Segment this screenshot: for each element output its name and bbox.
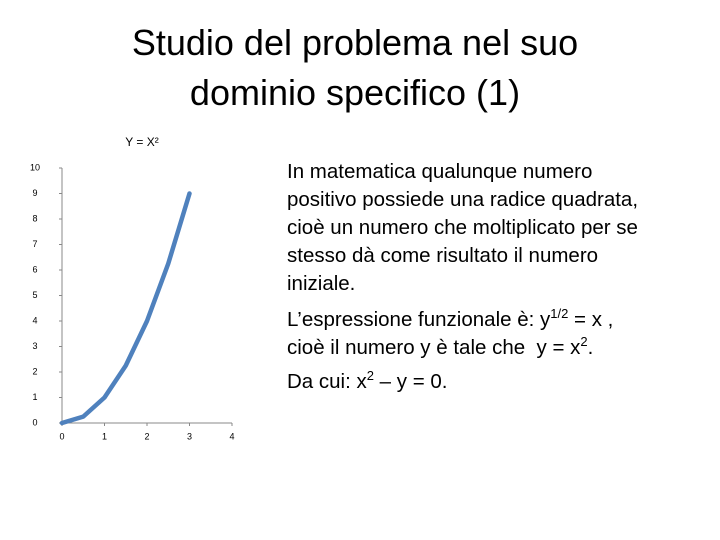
x-tick-label: 0 — [59, 431, 64, 441]
x-tick-label: 4 — [229, 431, 234, 441]
text-run: iniziale. — [287, 272, 356, 295]
y-tick-label: 5 — [32, 290, 37, 300]
text-line: stesso dà come risultato il numero — [287, 244, 598, 268]
text-run: In matematica qualunque numero — [287, 160, 593, 183]
text-run: = x , — [568, 307, 614, 331]
text-run: Da cui: x — [287, 369, 367, 393]
text-line: cioè il numero y è tale che y = x2. — [287, 334, 593, 360]
data-line — [59, 191, 192, 426]
text-run: positivo possiede una radice quadrata, — [287, 188, 639, 211]
text-line: In matematica qualunque numero — [287, 160, 592, 184]
text-line: L’espressione funzionale è: y1/2 = x , — [287, 306, 613, 332]
x-tick-label: 1 — [102, 431, 107, 441]
y-tick-label: 3 — [32, 341, 37, 351]
slide-title: dominio specifico (1) — [189, 72, 521, 113]
y-tick-label: 8 — [32, 213, 37, 223]
text-run: cioè il numero y è tale che y = x — [287, 335, 581, 359]
y-tick-label: 10 — [30, 162, 40, 172]
text-run: cioè un numero che moltiplicato per se — [287, 216, 638, 239]
superscript: 2 — [580, 334, 588, 349]
y-tick-label: 1 — [32, 392, 37, 402]
x-tick-label: 2 — [144, 431, 149, 441]
superscript: 1/2 — [550, 306, 569, 321]
text-run: stesso dà come risultato il numero — [287, 244, 599, 267]
text-line: Da cui: x2 – y = 0. — [287, 368, 448, 394]
y-tick-label: 2 — [32, 366, 37, 376]
chart-title: Y = X² — [125, 135, 158, 149]
slide-title: Studio del problema nel suo — [131, 22, 579, 63]
y-tick-label: 4 — [32, 315, 37, 325]
text-run: L’espressione funzionale è: y — [287, 307, 551, 331]
text-run: . — [587, 335, 594, 359]
y-tick-label: 9 — [32, 188, 37, 198]
text-line: iniziale. — [287, 272, 355, 296]
text-line: positivo possiede una radice quadrata, — [287, 188, 638, 212]
x-tick-label: 3 — [187, 431, 192, 441]
text-line: cioè un numero che moltiplicato per se — [287, 216, 638, 240]
y-tick-label: 7 — [32, 239, 37, 249]
text-run: – y = 0. — [373, 369, 448, 393]
y-tick-label: 0 — [32, 417, 37, 427]
superscript: 2 — [366, 368, 374, 383]
y-tick-label: 6 — [32, 264, 37, 274]
